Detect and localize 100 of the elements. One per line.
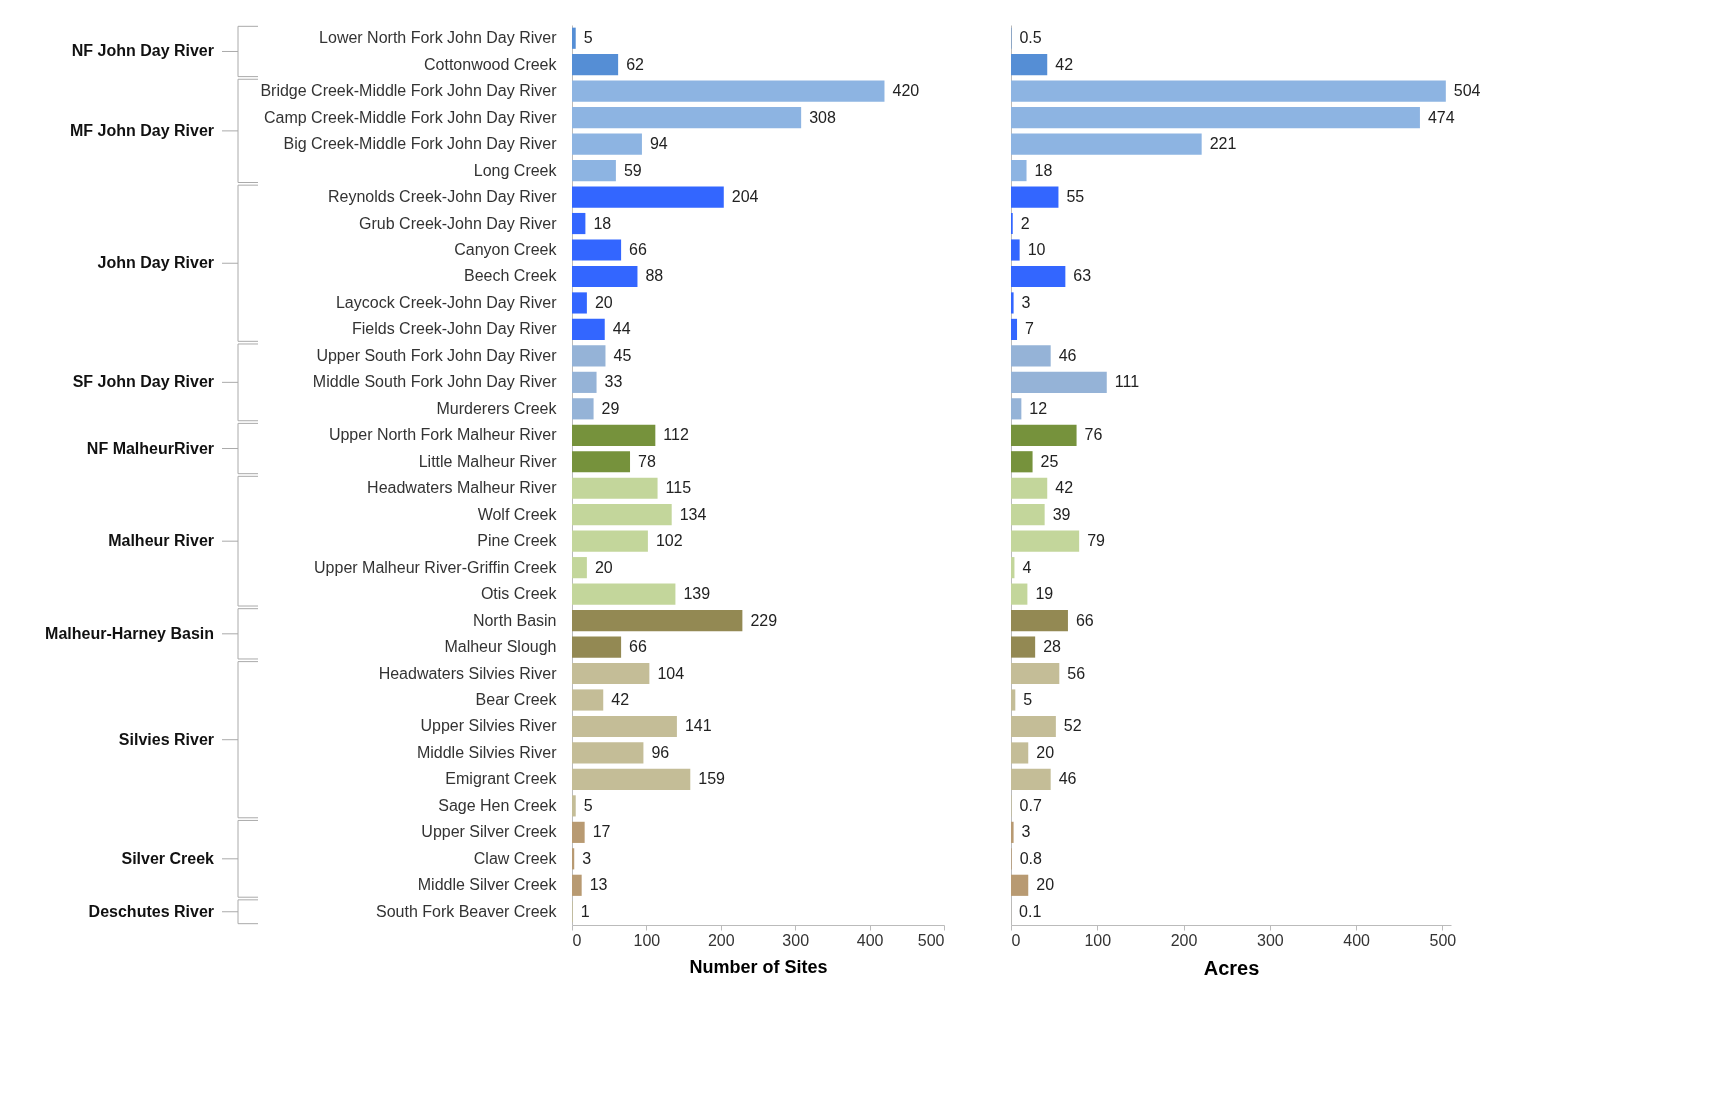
y-tick-label: Bear Creek	[475, 691, 558, 708]
data-label: 42	[1055, 479, 1074, 497]
y-tick-label: Bridge Creek-Middle Fork John Day River	[260, 82, 558, 100]
y-tick-label: South Fork Beaver Creek	[375, 902, 558, 920]
data-label: 134	[679, 505, 707, 523]
bar	[1011, 239, 1020, 261]
y-tick-label: Pine Creek	[477, 532, 558, 550]
data-label: 76	[1084, 426, 1103, 444]
y-tick-label: Middle Silvies River	[416, 743, 558, 761]
text: John Day River	[97, 254, 214, 272]
bar	[1011, 874, 1029, 896]
bar	[1011, 583, 1028, 605]
x-tick-label: 200	[707, 931, 735, 949]
x-tick-label: 100	[633, 931, 661, 949]
y-tick-label: Upper Silver Creek	[421, 823, 558, 841]
y-tick-label: Emigrant Creek	[445, 770, 558, 788]
bar	[1011, 477, 1048, 499]
data-label: 94	[649, 135, 668, 153]
bar	[1011, 424, 1077, 446]
data-label: 420	[892, 82, 920, 100]
data-label: 56	[1067, 664, 1086, 682]
y-tick-label: Upper South Fork John Day River	[316, 346, 558, 364]
data-label: 0.7	[1019, 796, 1042, 814]
data-label: 20	[594, 293, 613, 311]
bar	[1011, 504, 1045, 526]
data-label: 62	[626, 55, 645, 73]
text: MF John Day River	[69, 121, 214, 139]
data-label: 29	[601, 399, 620, 417]
y-tick-label: Sage Hen Creek	[438, 796, 558, 814]
data-label: 112	[663, 426, 689, 444]
bar	[1011, 821, 1014, 843]
text: Silver Creek	[121, 849, 215, 867]
y-tick-label: Upper Silvies River	[420, 717, 558, 735]
x-tick-label: 0	[1011, 931, 1021, 949]
data-label: 0.8	[1019, 849, 1043, 867]
data-label: 10	[1027, 241, 1046, 258]
text: Malheur River	[108, 532, 214, 550]
data-label: 204	[731, 188, 759, 206]
bar	[1011, 371, 1107, 393]
bar	[1011, 345, 1051, 367]
data-label: 12	[1029, 399, 1048, 417]
data-label: 66	[629, 638, 647, 656]
data-label: 33	[604, 373, 623, 391]
data-label: 0.5	[1019, 29, 1042, 47]
y-tick-label: Upper Malheur River-Griffin Creek	[314, 558, 558, 576]
x-tick-label: 400	[856, 931, 884, 949]
y-tick-label: Long Creek	[473, 161, 558, 179]
x-tick-label: 100	[1084, 931, 1112, 949]
y-tick-label: Middle South Fork John Day River	[312, 373, 558, 391]
x-tick-label: 500	[917, 931, 945, 949]
data-label: 66	[1075, 611, 1094, 629]
data-label: 141	[684, 717, 712, 735]
data-label: 46	[1058, 770, 1077, 788]
data-label: 115	[665, 479, 692, 497]
data-label: 25	[1040, 452, 1059, 470]
text: NF John Day River	[71, 42, 214, 60]
data-label: 474	[1427, 108, 1455, 126]
data-label: 221	[1209, 135, 1237, 153]
data-label: 42	[1055, 55, 1074, 73]
data-label: 102	[655, 532, 683, 550]
data-label: 504	[1453, 82, 1481, 100]
data-label: 18	[1034, 161, 1053, 179]
x-tick-label: 300	[1256, 931, 1284, 949]
bar	[1011, 265, 1066, 288]
x-tick-label: 500	[1429, 931, 1457, 949]
data-label: 59	[623, 161, 642, 179]
y-tick-label: Headwaters Silvies River	[378, 664, 558, 682]
data-label: 308	[809, 108, 836, 126]
y-tick-label: Wolf Creek	[477, 505, 558, 523]
text: Silvies River	[118, 730, 214, 748]
bar	[1011, 318, 1018, 340]
text: Malheur-Harney Basin	[45, 624, 214, 642]
data-label: 20	[1036, 743, 1055, 761]
x-tick-label: 400	[1343, 931, 1371, 949]
data-label: 7	[1025, 320, 1035, 338]
y-tick-label: Fields Creek-John Day River	[351, 320, 558, 338]
data-label: 44	[612, 320, 631, 338]
bar	[1011, 398, 1022, 420]
bar	[1011, 742, 1029, 764]
x-tick-label: 0	[572, 931, 582, 949]
y-tick-label: Upper North Fork Malheur River	[328, 426, 558, 444]
y-tick-label: Claw Creek	[473, 849, 558, 867]
data-label: 229	[750, 611, 778, 629]
y-tick-label: Headwaters Malheur River	[367, 479, 558, 497]
x-tick-label: 200	[1170, 931, 1198, 949]
y-tick-label: Camp Creek-Middle Fork John Day River	[263, 108, 558, 126]
data-label: 45	[613, 346, 632, 364]
y-tick-label: Canyon Creek	[454, 241, 558, 258]
bar	[1011, 160, 1027, 182]
data-label: 18	[593, 214, 612, 232]
y-tick-label: Laycock Creek-John Day River	[335, 293, 558, 311]
data-label: 88	[645, 267, 664, 285]
y-tick-label: Middle Silver Creek	[417, 876, 558, 894]
bar	[1011, 80, 1446, 102]
data-label: 1	[580, 902, 590, 920]
y-tick-label: Lower North Fork John Day River	[319, 29, 558, 47]
bar	[1011, 662, 1060, 685]
bar	[1011, 107, 1420, 129]
text: SF John Day River	[72, 373, 214, 391]
data-label: 19	[1035, 585, 1054, 603]
